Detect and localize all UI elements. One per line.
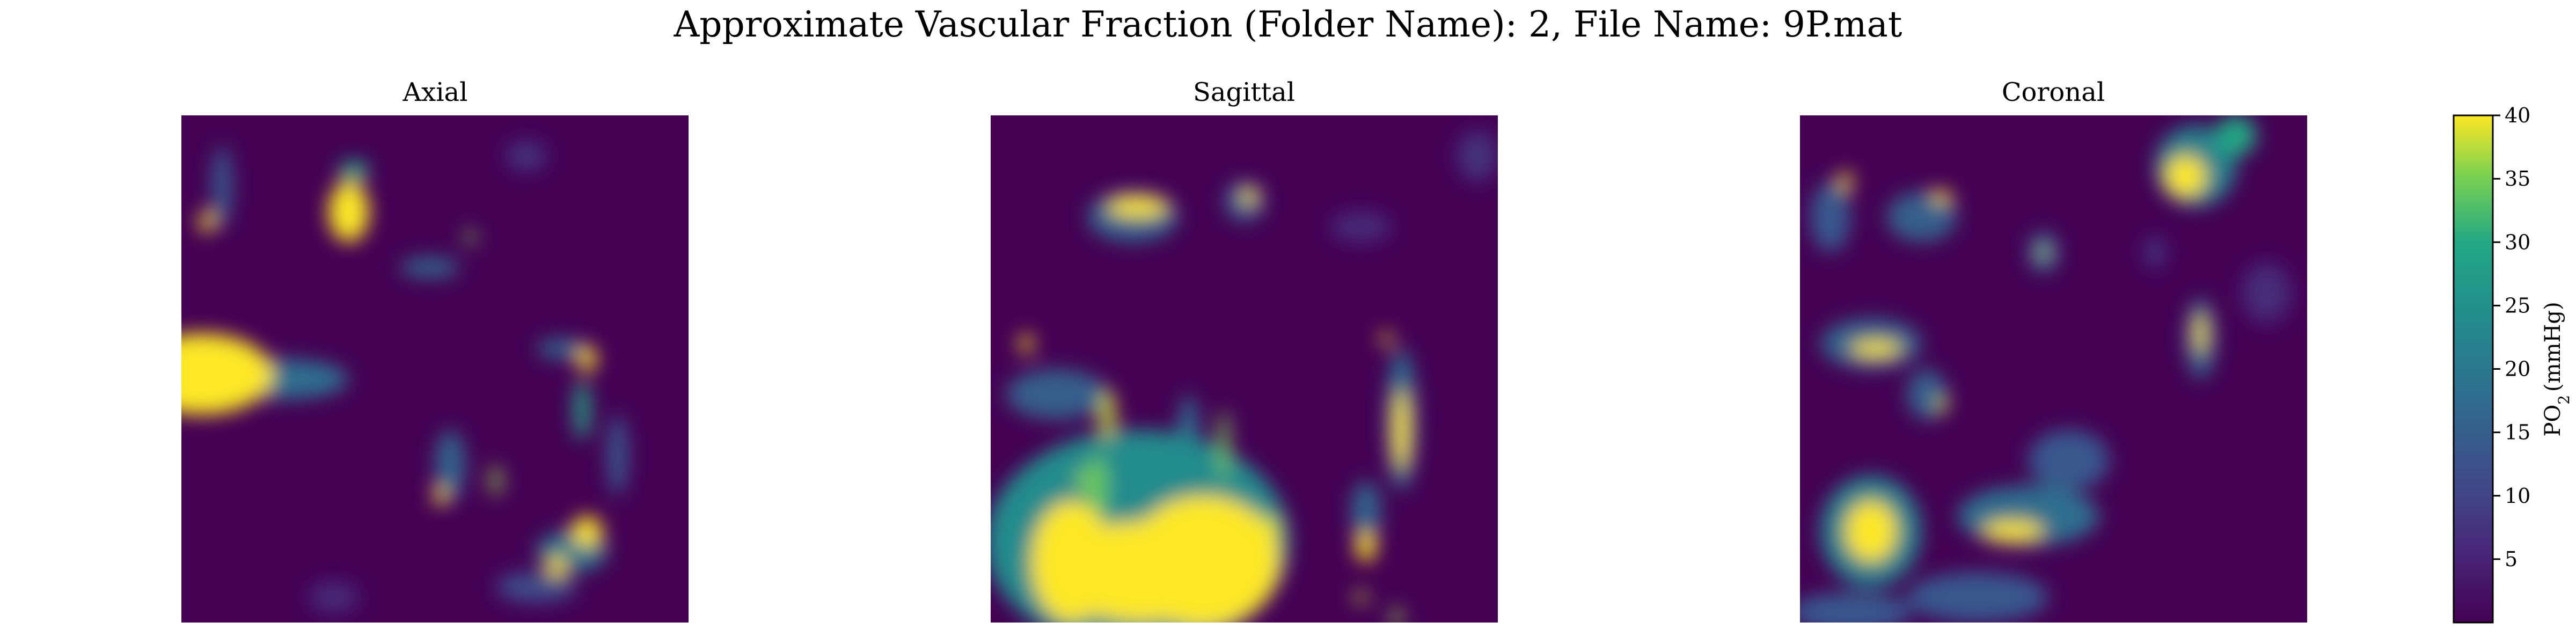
heatmap-coronal	[1800, 115, 2292, 623]
heatmap-hotspot	[1219, 409, 1230, 481]
colorbar-tick-label: 30	[2505, 230, 2530, 254]
figure-title: Approximate Vascular Fraction (Folder Na…	[674, 4, 1902, 45]
colorbar: PO2 (mmHg) 5 10 15 20 25 30 35 40	[2453, 104, 2573, 624]
heatmap-axial	[181, 141, 628, 613]
colorbar-label: PO2 (mmHg)	[2541, 302, 2573, 436]
panel-title-sagittal: Sagittal	[1193, 77, 1295, 107]
colorbar-gradient	[2453, 114, 2494, 624]
heatmap-hotspot	[338, 161, 369, 181]
heatmap-hotspot	[506, 141, 547, 171]
heatmap-hotspot	[1077, 470, 1087, 491]
heatmap-hotspot	[1006, 369, 1108, 420]
heatmap-hotspot	[1380, 332, 1393, 345]
heatmap-hotspot	[1936, 397, 1948, 412]
heatmap-hotspot	[1051, 521, 1234, 623]
heatmap-hotspot	[1241, 189, 1257, 204]
heatmap-blob-layer-coronal	[1800, 115, 2292, 623]
heatmap-hotspot	[546, 557, 567, 577]
heatmap-hotspot	[2028, 429, 2110, 491]
colorbar-tick-label: 35	[2505, 167, 2530, 191]
heatmap-blob-layer-sagittal	[991, 130, 1498, 623]
heatmap-hotspot	[1800, 592, 1912, 623]
panel-coronal: Coronal	[1800, 77, 2307, 623]
heatmap-hotspot	[1931, 190, 1952, 203]
heatmap-hotspot	[1087, 455, 1108, 516]
heatmap-hotspot	[1457, 130, 1498, 181]
colorbar-tick-label: 25	[2505, 294, 2530, 317]
heatmap-hotspot	[491, 465, 501, 496]
colorbar-tick-label: 40	[2505, 104, 2530, 127]
heatmap-hotspot	[1107, 196, 1168, 217]
heatmap-hotspot	[2215, 115, 2257, 156]
heatmap-hotspot	[181, 333, 273, 415]
heatmap-hotspot	[1330, 211, 1392, 243]
heatmap-hotspot	[495, 572, 577, 603]
heatmap-hotspot	[1982, 521, 2044, 541]
heatmap-hotspot	[435, 429, 466, 501]
heatmap-hotspot	[1350, 480, 1381, 541]
colorbar-tick-label: 10	[2505, 484, 2530, 508]
heatmap-hotspot	[399, 257, 460, 278]
heatmap-hotspot	[1391, 607, 1402, 623]
panel-title-axial: Axial	[402, 77, 467, 107]
heatmap-hotspot	[2165, 156, 2206, 197]
panel-title-coronal: Coronal	[2002, 77, 2105, 107]
panel-sagittal: Sagittal	[991, 77, 1498, 623]
heatmap-hotspot	[434, 485, 447, 506]
heatmap-hotspot	[1356, 531, 1377, 562]
heatmap-hotspot	[1020, 333, 1033, 354]
panel-axial: Axial	[181, 77, 689, 623]
heatmap-hotspot	[1886, 191, 1957, 243]
heatmap-hotspot	[536, 338, 587, 359]
heatmap-hotspot	[2241, 262, 2292, 324]
colorbar-tick-label: 5	[2505, 547, 2518, 571]
heatmap-hotspot	[308, 582, 359, 613]
colorbar-label-unit: (mmHg)	[2541, 302, 2565, 392]
heatmap-hotspot	[607, 414, 628, 496]
colorbar-label-sub: 2	[2555, 395, 2573, 405]
heatmap-hotspot	[2038, 247, 2049, 258]
heatmap-hotspot	[1810, 181, 1851, 253]
heatmap-hotspot	[328, 181, 369, 243]
heatmap-hotspot	[577, 346, 597, 372]
heatmap-hotspot	[2145, 237, 2165, 268]
colorbar-tick-label: 15	[2505, 421, 2530, 444]
colorbar-label-base: PO	[2541, 405, 2565, 437]
heatmap-hotspot	[1355, 591, 1367, 604]
heatmap-sagittal	[991, 130, 1498, 623]
heatmap-hotspot	[464, 231, 477, 244]
heatmap-hotspot	[1906, 572, 2049, 623]
heatmap-hotspot	[2196, 313, 2206, 354]
heatmap-hotspot	[211, 145, 232, 227]
heatmap-hotspot	[1100, 389, 1115, 440]
heatmap-hotspot	[1839, 171, 1852, 192]
heatmap-hotspot	[572, 516, 603, 547]
heatmap-hotspot	[1906, 369, 1948, 420]
heatmap-hotspot	[1846, 501, 1897, 562]
heatmap-hotspot	[574, 379, 590, 440]
colorbar-tick-label: 20	[2505, 357, 2530, 381]
heatmap-hotspot	[1850, 341, 1901, 356]
heatmap-hotspot	[199, 211, 215, 232]
heatmap-hotspot	[1394, 389, 1409, 471]
heatmap-blob-layer-axial	[181, 141, 628, 613]
